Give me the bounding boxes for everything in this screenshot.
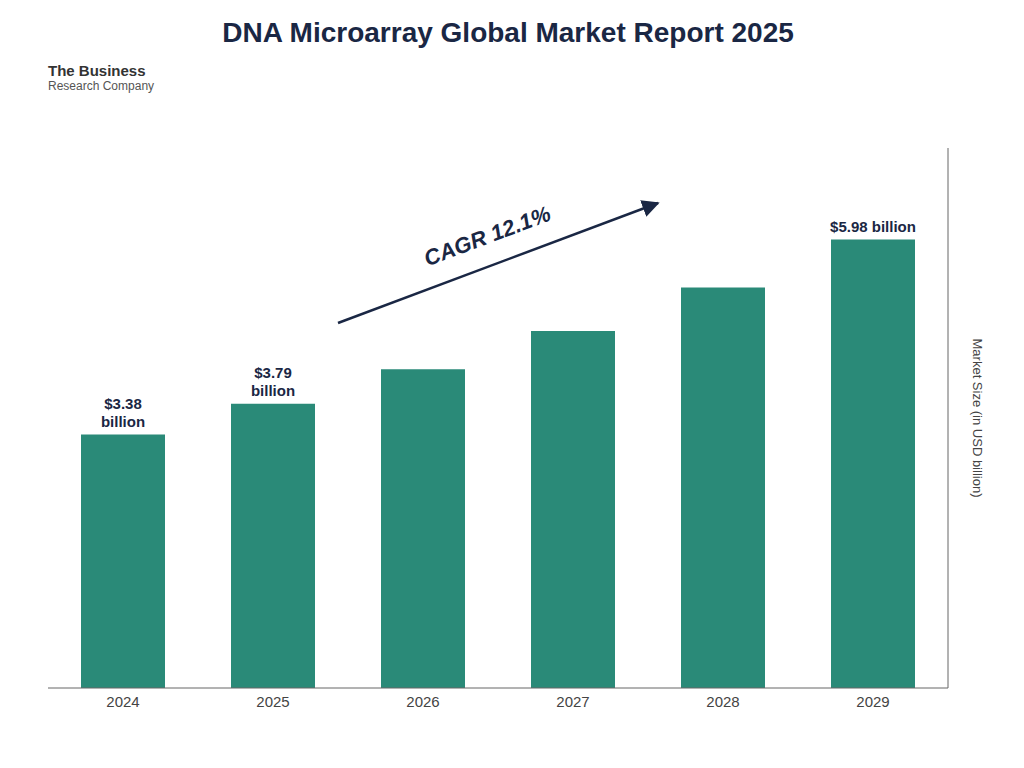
html-text:The Business: The Business (48, 62, 146, 79)
svg-text:2028: 2028 (706, 693, 739, 710)
svg-text:2025: 2025 (256, 693, 289, 710)
svg-text:2029: 2029 (856, 693, 889, 710)
svg-text:2027: 2027 (556, 693, 589, 710)
svg-text:$5.98 billion: $5.98 billion (830, 218, 916, 235)
svg-text:2024: 2024 (106, 693, 139, 710)
svg-text:$3.79billion: $3.79billion (251, 364, 295, 399)
html-text:DNA Microarray Global Market R: DNA Microarray Global Market Report 2025 (222, 17, 794, 48)
svg-text:CAGR 12.1%: CAGR 12.1% (421, 201, 555, 271)
svg-text:Market Size (in USD billion): Market Size (in USD billion) (970, 339, 985, 498)
svg-text:2026: 2026 (406, 693, 439, 710)
svg-text:$3.38billion: $3.38billion (101, 395, 145, 430)
html-text:Research Company: Research Company (48, 79, 155, 93)
